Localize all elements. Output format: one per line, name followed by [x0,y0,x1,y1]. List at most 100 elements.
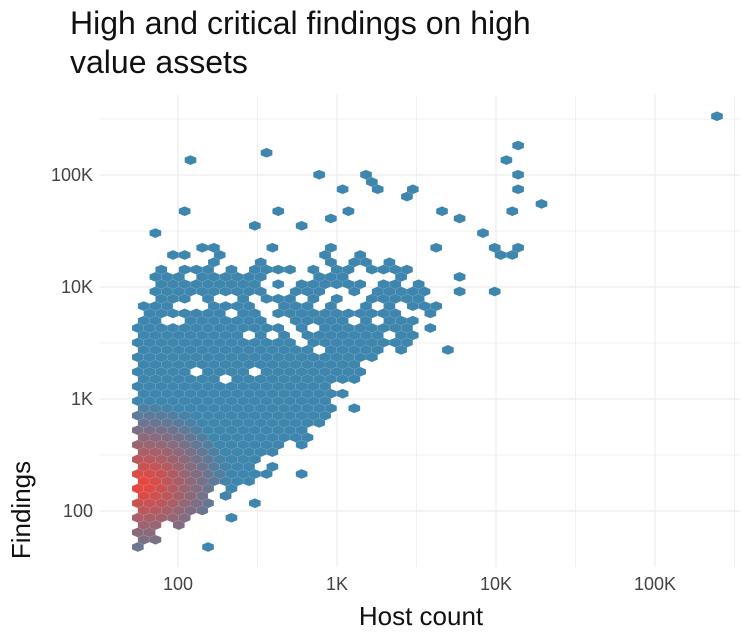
hex-bin [412,293,425,304]
hex-bin [395,344,408,355]
hex-bin [354,279,367,290]
hex-bin [149,520,162,531]
hex-bin [348,286,361,297]
hex-bin [254,257,267,268]
hex-bin [178,206,191,217]
hex-bin [412,279,425,290]
hex-bin [202,264,215,275]
hex-bin [476,228,490,239]
hex-bin [383,301,396,312]
hex-bin [500,155,513,166]
hex-bin [406,315,419,326]
hex-bin [202,541,215,553]
hex-bin [324,403,337,414]
hex-bin [272,322,285,334]
hex-bin [172,271,185,282]
hex-bin [383,257,396,268]
hex-bin [342,264,355,275]
hex-bin [242,476,256,487]
hex-bin [149,228,162,239]
hex-bin [307,293,320,304]
hex-bin [295,468,308,480]
y-axis-label: Findings [6,461,36,559]
hex-bin [400,337,413,348]
hex-bin [260,147,273,158]
hex-bin [196,490,209,501]
y-tick-label: 100K [51,165,93,185]
hex-bin [237,293,250,304]
hex-bin [436,206,449,217]
hex-bin [143,527,156,538]
hex-bin [149,534,162,545]
hex-bin [166,249,179,261]
hex-bin [248,454,261,465]
hex-bin [272,439,285,450]
hex-bin [272,279,285,290]
hex-bin [371,330,384,341]
hex-bin [488,286,501,297]
hex-bin [225,483,238,494]
hex-bin [371,184,384,195]
hex-bin [155,264,168,275]
x-tick-label: 100 [163,574,193,594]
hex-bin [254,271,267,282]
hex-bin [225,264,238,275]
hex-bin [295,220,308,231]
hex-bin [453,213,466,224]
hex-bin [301,344,314,355]
hex-bin [336,388,349,399]
hex-bin [254,315,267,326]
hex-bin [348,359,361,370]
hex-bin [359,315,373,326]
y-tick-label: 100 [63,501,93,521]
hex-bin [178,249,191,261]
chart-title: High and critical findings on high value… [70,5,531,80]
hex-bin [196,242,209,253]
hex-bin [248,498,261,509]
hex-bin [348,374,361,385]
hex-bin [354,366,367,377]
hex-bin [418,286,431,297]
hex-bin [307,264,320,275]
hex-bin [283,293,296,304]
hex-bin [248,279,261,290]
hex-bin [336,271,349,282]
hex-bins [131,111,724,553]
hex-bin [324,301,337,312]
hex-bin [324,242,337,253]
hex-bin [359,301,373,312]
hex-bin [535,198,548,209]
hex-bin [295,322,308,334]
hex-bin [710,111,724,122]
hex-bin [453,271,466,282]
hex-bin [207,242,220,253]
hex-bin [453,286,466,297]
hex-bin [400,264,413,275]
hex-bin [395,271,408,282]
hex-bin [242,461,256,472]
hex-bin [365,352,378,363]
hex-bin [319,249,332,261]
hex-bin [131,541,144,553]
hex-bin [172,520,185,531]
hex-bin [336,315,349,326]
hex-bin [161,301,174,312]
hex-bin [237,366,250,377]
x-tick-label: 100K [634,574,676,594]
hex-bin [272,206,285,217]
hex-bin [389,279,402,290]
hex-bin [213,308,226,319]
hex-bin [348,403,361,414]
hex-bin [512,140,525,151]
hex-bin [354,249,367,261]
hex-bin [324,213,337,224]
hex-bin [424,322,437,334]
hex-bin [313,169,326,180]
hex-bin [149,315,162,326]
hex-bin [400,322,413,334]
hex-bin [219,490,232,501]
hex-bin [278,330,291,341]
hex-bin [319,410,332,421]
hex-bin [295,425,308,436]
x-tick-label: 1K [326,574,348,594]
